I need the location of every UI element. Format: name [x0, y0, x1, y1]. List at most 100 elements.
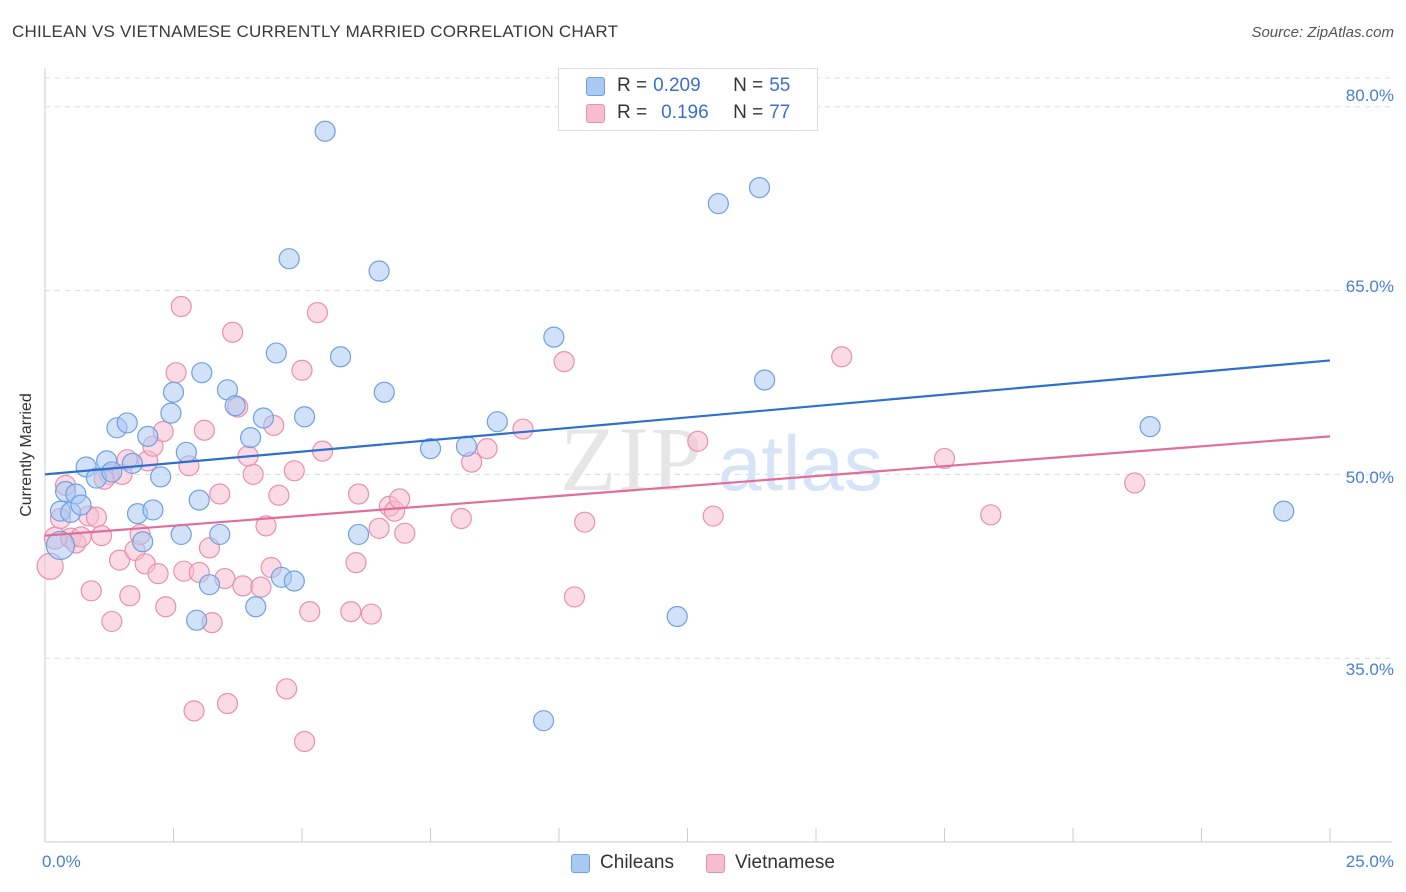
vietnamese-trend-line	[44, 435, 1331, 537]
chilean-point	[455, 435, 478, 457]
chilean-point	[1273, 500, 1295, 522]
vietnamese-point	[155, 596, 177, 618]
chilean-point	[486, 411, 508, 433]
chilean-point	[543, 326, 565, 348]
chilean-point	[373, 381, 395, 403]
chilean-point	[245, 596, 267, 618]
y-tick-label: 80.0%	[1345, 86, 1394, 105]
chilean-point	[753, 369, 776, 391]
vietnamese-point	[293, 730, 316, 753]
watermark-atlas: atlas	[718, 419, 883, 507]
chilean-point	[314, 120, 336, 142]
chilean-point	[116, 412, 138, 434]
chilean-point	[175, 441, 197, 463]
series-legend-chileans[interactable]: Chileans	[571, 852, 674, 874]
x-tick-label: 25.0%	[1345, 852, 1394, 871]
vietnamese-point	[394, 522, 416, 544]
chilean-point	[265, 342, 287, 364]
vietnamese-point	[687, 430, 709, 452]
vietnamese-point	[255, 515, 277, 537]
legend-row-vietnamese: R = 0.196 N = 77	[586, 101, 790, 125]
axes	[44, 68, 1392, 843]
vietnamese-point	[831, 346, 853, 368]
chilean-point	[283, 570, 305, 592]
vietnamese-point	[980, 504, 1002, 526]
chilean-point	[45, 530, 76, 561]
legend-r-label: R =	[617, 75, 648, 96]
vietnamese-point	[389, 488, 411, 510]
vietnamese-point	[90, 525, 113, 547]
chilean-point	[347, 523, 370, 546]
chilean-point	[532, 710, 555, 732]
chilean-point	[707, 192, 729, 215]
legend-n-label: N =	[733, 75, 764, 96]
chilean-point	[209, 523, 231, 546]
vietnamese-point	[147, 563, 169, 585]
legend-swatch-chileans	[586, 76, 605, 96]
vietnamese-point	[268, 484, 290, 506]
x-tick-label: 0.0%	[42, 852, 81, 871]
chilean-point	[1139, 415, 1161, 438]
vietnamese-point	[450, 507, 472, 530]
chilean-point	[252, 407, 275, 429]
legend-n-value: 77	[769, 102, 791, 123]
chilean-point	[170, 523, 192, 546]
chilean-point	[666, 605, 688, 628]
vietnamese-point	[553, 351, 575, 373]
chilean-point	[160, 402, 182, 424]
chilean-point	[142, 499, 164, 521]
vietnamese-point	[933, 447, 956, 470]
vietnamese-point	[476, 438, 498, 460]
chilean-point	[198, 574, 221, 596]
vietnamese-point	[574, 511, 596, 533]
vietnamese-point	[250, 576, 272, 598]
chilean-point	[419, 438, 442, 460]
vietnamese-point	[222, 321, 244, 343]
chilean-point	[224, 395, 246, 417]
source-label: Source: ZipAtlas.com	[1251, 24, 1394, 41]
vietnamese-point	[299, 601, 321, 623]
chilean-point	[162, 381, 185, 403]
vietnamese-point	[306, 302, 329, 324]
vietnamese-point	[165, 362, 187, 384]
series-legend: Chileans Vietnamese	[0, 852, 1406, 874]
vietnamese-point	[1124, 472, 1146, 494]
chilean-point	[132, 531, 154, 553]
vietnamese-point	[347, 483, 370, 505]
y-tick-label: 65.0%	[1345, 277, 1394, 296]
y-tick-label: 35.0%	[1345, 660, 1394, 679]
chilean-point	[293, 406, 316, 428]
y-tick-label: 50.0%	[1345, 468, 1394, 487]
vietnamese-point	[216, 692, 239, 715]
y-axis-label: Currently Married	[18, 393, 35, 517]
legend-n-label: N =	[733, 102, 764, 123]
vietnamese-point	[170, 295, 192, 318]
series-legend-vietnamese[interactable]: Vietnamese	[705, 852, 835, 874]
chilean-point	[121, 452, 143, 474]
vietnamese-point	[232, 575, 254, 597]
vietnamese-point	[209, 483, 231, 505]
legend: R = 0.209 N = 55 R = 0.196 N = 77	[558, 68, 818, 131]
series-swatch-chileans	[571, 853, 591, 873]
legend-n-value: 55	[769, 75, 791, 96]
legend-swatch-vietnamese	[586, 103, 605, 123]
chilean-trend-line	[44, 359, 1331, 476]
vietnamese-point	[193, 419, 215, 441]
chilean-point	[278, 248, 300, 270]
chilean-point	[368, 260, 390, 282]
chilean-point	[188, 489, 210, 511]
vietnamese-point	[80, 580, 102, 602]
chilean-point	[186, 609, 208, 631]
series-label-chileans: Chileans	[600, 852, 674, 873]
series-swatch-vietnamese	[705, 853, 725, 873]
chilean-point	[329, 346, 352, 368]
vietnamese-point	[360, 603, 382, 625]
legend-r-label: R =	[617, 102, 648, 123]
vietnamese-point	[119, 585, 141, 607]
legend-r-value: 0.196	[661, 102, 709, 123]
chilean-point	[748, 177, 771, 199]
vietnamese-point	[275, 678, 298, 700]
legend-row-chileans: R = 0.209 N = 55	[586, 74, 790, 98]
vietnamese-point	[512, 418, 534, 440]
